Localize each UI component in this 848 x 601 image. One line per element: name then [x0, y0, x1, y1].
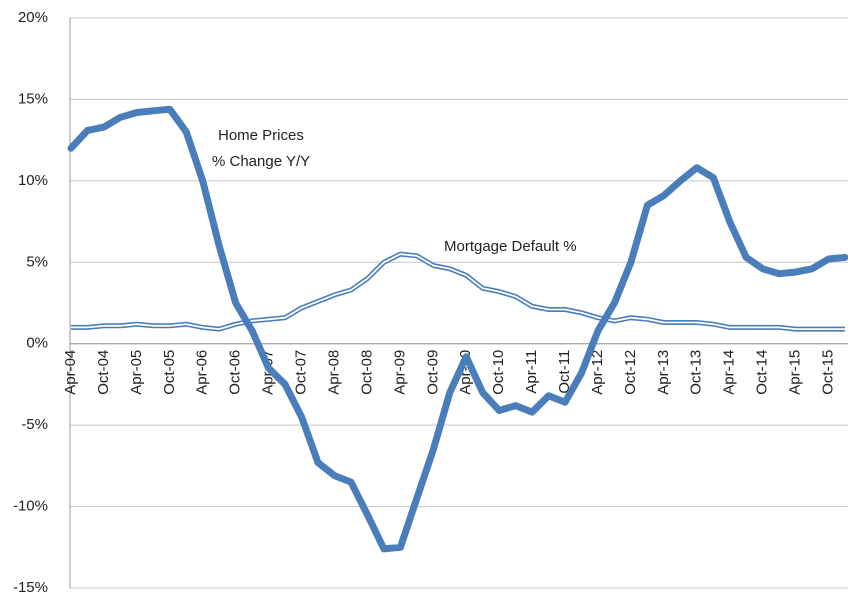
- annotation: % Change Y/Y: [212, 153, 310, 170]
- line-inner: [71, 253, 845, 330]
- x-tick-label: Apr-12: [589, 350, 606, 395]
- y-tick-label: 20%: [18, 9, 48, 26]
- annotation: Home Prices: [218, 127, 304, 144]
- line: [71, 251, 845, 332]
- x-tick-label: Oct-10: [490, 350, 507, 395]
- x-tick-label: Oct-15: [820, 350, 837, 395]
- x-tick-label: Oct-08: [358, 350, 375, 395]
- x-tick-label: Oct-13: [688, 350, 705, 395]
- y-tick-label: -15%: [13, 579, 48, 596]
- x-tick-label: Apr-08: [325, 350, 342, 395]
- y-tick-label: -10%: [13, 498, 48, 515]
- x-tick-label: Apr-11: [523, 350, 540, 394]
- x-tick-label: Oct-14: [754, 350, 771, 395]
- x-tick-label: Apr-05: [128, 350, 145, 395]
- line: [67, 105, 848, 553]
- annotation: Mortgage Default %: [444, 238, 577, 255]
- y-tick-label: 0%: [26, 335, 48, 352]
- x-tick-label: Apr-13: [655, 350, 672, 395]
- x-tick-label: Apr-15: [787, 350, 804, 395]
- x-tick-label: Oct-05: [161, 350, 178, 395]
- y-tick-label: 10%: [18, 172, 48, 189]
- x-tick-label: Apr-14: [721, 350, 738, 395]
- x-tick-label: Apr-06: [194, 350, 211, 395]
- y-tick-label: 5%: [26, 253, 48, 270]
- x-tick-label: Oct-09: [424, 350, 441, 395]
- x-tick-label: Oct-07: [293, 350, 310, 395]
- y-tick-label: -5%: [21, 416, 48, 433]
- x-tick-label: Oct-12: [622, 350, 639, 395]
- y-tick-label: 15%: [18, 90, 48, 107]
- x-tick-label: Oct-04: [95, 350, 112, 395]
- x-tick-label: Apr-04: [62, 350, 79, 395]
- x-tick-label: Oct-06: [227, 350, 244, 395]
- x-tick-label: Apr-09: [391, 350, 408, 395]
- x-tick-label: Oct-11: [556, 350, 573, 394]
